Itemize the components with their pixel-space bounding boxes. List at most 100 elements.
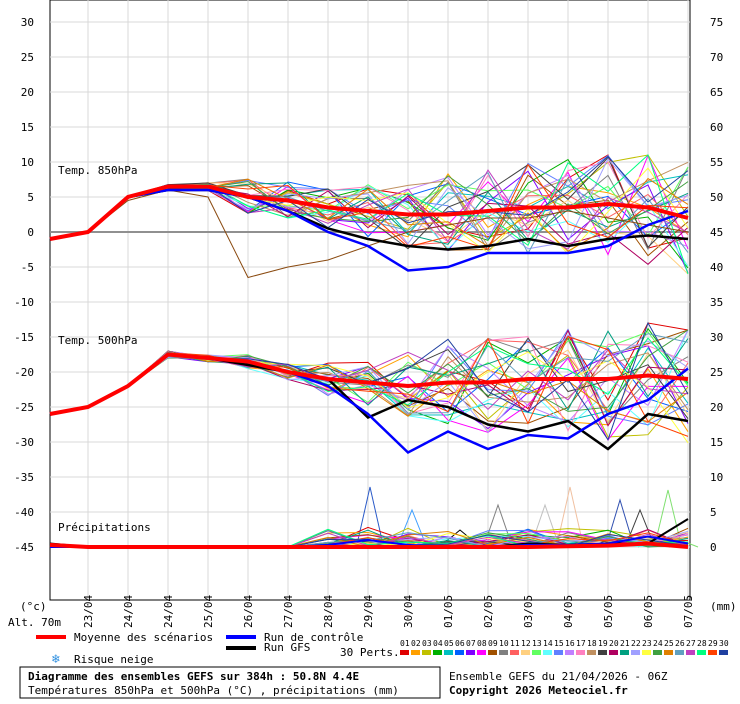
pert-number: 14 <box>543 639 553 648</box>
footer-subtitle: Températures 850hPa et 500hPa (°C) , pré… <box>28 684 399 697</box>
date-tick-label: 07/05 <box>682 595 695 628</box>
pert-number: 03 <box>422 639 432 648</box>
left-tick-label: -25 <box>14 401 34 414</box>
pert-color-chip <box>653 650 662 655</box>
left-tick-label: -30 <box>14 436 34 449</box>
right-tick-label: 5 <box>710 506 717 519</box>
pert-number: 05 <box>444 639 454 648</box>
pert-color-chip <box>543 650 552 655</box>
pert-number: 12 <box>521 639 531 648</box>
pert-color-chip <box>400 650 409 655</box>
date-tick-label: 26/04 <box>242 595 255 628</box>
pert-color-chip <box>642 650 651 655</box>
date-tick-label: 28/04 <box>322 595 335 628</box>
pert-number: 24 <box>653 639 663 648</box>
right-tick-label: 20 <box>710 401 723 414</box>
legend-perts-label: 30 Perts. <box>340 646 400 659</box>
pert-number: 08 <box>477 639 487 648</box>
left-tick-label: 5 <box>27 191 34 204</box>
left-tick-label: -20 <box>14 366 34 379</box>
date-tick-label: 25/04 <box>202 595 215 628</box>
left-tick-label: 20 <box>21 86 34 99</box>
footer-run: Ensemble GEFS du 21/04/2026 - 06Z <box>449 670 668 683</box>
legend-gfs-label: Run GFS <box>264 641 310 654</box>
pert-color-chip <box>686 650 695 655</box>
pert-color-chip <box>697 650 706 655</box>
right-tick-label: 15 <box>710 436 723 449</box>
axes: 302520151050-5-10-15-20-25-30-35-40-4575… <box>14 16 723 628</box>
footer-title: Diagramme des ensembles GEFS sur 384h : … <box>28 670 359 683</box>
pert-color-chip <box>708 650 717 655</box>
pert-color-chip <box>477 650 486 655</box>
pert-color-chip <box>433 650 442 655</box>
pert-color-chip <box>510 650 519 655</box>
date-tick-label: 29/04 <box>362 595 375 628</box>
left-tick-label: 30 <box>21 16 34 29</box>
left-unit: (°c) <box>20 600 47 613</box>
pert-number: 30 <box>719 639 729 648</box>
pert-number: 21 <box>620 639 630 648</box>
pert-number: 25 <box>664 639 674 648</box>
panel-label-t850: Temp. 850hPa <box>58 164 137 177</box>
left-tick-label: -45 <box>14 541 34 554</box>
mean-line-t850 <box>49 184 689 241</box>
pert-number: 28 <box>697 639 707 648</box>
left-tick-label: -10 <box>14 296 34 309</box>
legend-control-label: Run de contrôle <box>264 631 363 644</box>
date-tick-label: 04/05 <box>562 595 575 628</box>
pert-color-chip <box>411 650 420 655</box>
altitude-label: Alt. 70m <box>8 616 61 629</box>
right-tick-label: 65 <box>710 86 723 99</box>
legend-snow-label: Risque neige <box>74 653 153 666</box>
right-tick-label: 55 <box>710 156 723 169</box>
pert-number: 23 <box>642 639 652 648</box>
legend-mean-label: Moyenne des scénarios <box>74 631 213 644</box>
date-tick-label: 02/05 <box>482 595 495 628</box>
pert-color-chip <box>631 650 640 655</box>
pert-number: 11 <box>510 639 520 648</box>
pert-color-chip <box>664 650 673 655</box>
pert-color-chip <box>719 650 728 655</box>
panel-label-t500: Temp. 500hPa <box>58 334 137 347</box>
pert-number: 10 <box>499 639 509 648</box>
right-tick-label: 50 <box>710 191 723 204</box>
mean-line-t500 <box>49 352 689 416</box>
pert-color-chip <box>620 650 629 655</box>
right-tick-label: 25 <box>710 366 723 379</box>
pert-number: 15 <box>554 639 564 648</box>
footer-copyright: Copyright 2026 Meteociel.fr <box>449 684 628 697</box>
pert-color-chip <box>444 650 453 655</box>
plot-frame <box>49 0 691 601</box>
pert-color-chip <box>576 650 585 655</box>
left-tick-label: 15 <box>21 121 34 134</box>
right-tick-label: 30 <box>710 331 723 344</box>
pert-number: 29 <box>708 639 718 648</box>
pert-color-chip <box>466 650 475 655</box>
pert-color-chip <box>488 650 497 655</box>
date-tick-label: 05/05 <box>602 595 615 628</box>
date-tick-label: 30/04 <box>402 595 415 628</box>
mean-line-precip <box>49 541 689 549</box>
pert-color-chip <box>587 650 596 655</box>
pert-color-chip <box>532 650 541 655</box>
pert-color-chip <box>565 650 574 655</box>
pert-number: 19 <box>598 639 608 648</box>
pert-number: 04 <box>433 639 443 648</box>
pert-number: 13 <box>532 639 542 648</box>
date-tick-label: 24/04 <box>122 595 135 628</box>
left-tick-label: -35 <box>14 471 34 484</box>
pert-color-chip <box>554 650 563 655</box>
left-tick-label: 0 <box>27 226 34 239</box>
perturbation-legend: 01 02 03 04 05 06 07 08 09 10 11 12 13 14 15 16 17 18 19 20… <box>400 639 729 655</box>
right-unit: (mm) <box>710 600 737 613</box>
grid <box>49 0 691 601</box>
pert-color-chip <box>455 650 464 655</box>
left-tick-label: 10 <box>21 156 34 169</box>
pert-color-chip <box>499 650 508 655</box>
left-tick-label: -40 <box>14 506 34 519</box>
right-tick-label: 45 <box>710 226 723 239</box>
date-tick-label: 27/04 <box>282 595 295 628</box>
pert-number: 16 <box>565 639 575 648</box>
pert-number: 01 <box>400 639 410 648</box>
